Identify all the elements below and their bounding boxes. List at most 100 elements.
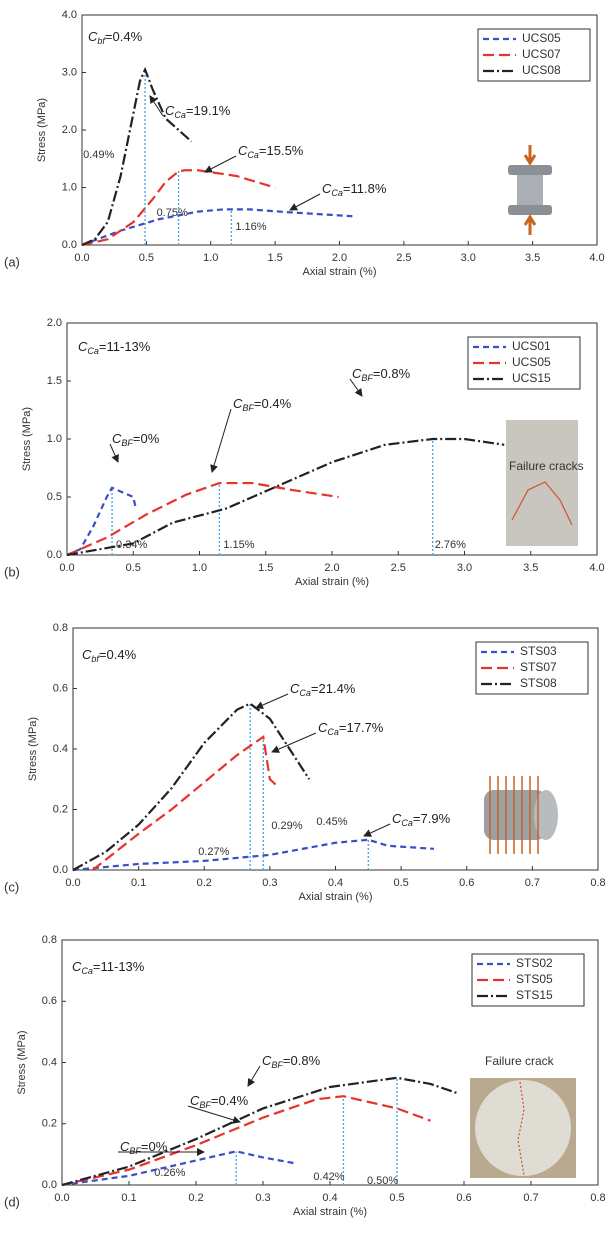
annotation-subscript: BF <box>361 373 373 383</box>
annotation-subscript: Ca <box>81 966 93 976</box>
annotation-text: =15.5% <box>259 143 304 158</box>
x-tick-label: 0.1 <box>131 877 146 889</box>
annotation-symbol: C <box>88 29 98 44</box>
x-tick-label: 0.7 <box>523 1192 538 1204</box>
image-caption: Failure crack <box>485 1054 555 1068</box>
y-axis-label: Stress (MPa) <box>36 98 48 162</box>
legend-label: STS07 <box>520 660 557 674</box>
y-tick-label: 0.5 <box>47 491 62 503</box>
x-axis-label: Axial strain (%) <box>293 1206 367 1218</box>
legend-box <box>477 28 591 82</box>
panel-label: (a) <box>4 254 20 269</box>
y-tick-label: 2.0 <box>62 124 77 136</box>
annotation: CCa=11-13% <box>72 959 145 976</box>
annotation: CBF=0% <box>112 431 160 448</box>
annotation-text: =0.8% <box>373 366 411 381</box>
x-tick-label: 0.0 <box>59 562 74 574</box>
legend-label: STS05 <box>516 972 553 986</box>
annotation-symbol: C <box>233 396 243 411</box>
x-tick-label: 1.5 <box>267 252 282 264</box>
annotation-text: =19.1% <box>186 103 231 118</box>
x-tick-label: 1.0 <box>192 562 207 574</box>
legend-label: STS02 <box>516 956 553 970</box>
annotation-subscript: Ca <box>174 110 186 120</box>
annotation-subscript: Ca <box>327 727 339 737</box>
annotation-subscript: Ca <box>331 188 343 198</box>
specimen <box>508 205 552 215</box>
x-tick-label: 2.5 <box>396 252 411 264</box>
y-tick-label: 1.0 <box>47 433 62 445</box>
x-tick-label: 0.2 <box>188 1192 203 1204</box>
x-tick-label: 0.6 <box>456 1192 471 1204</box>
y-tick-label: 0.8 <box>53 622 68 634</box>
annotation-arrow <box>289 193 321 211</box>
annotation-subscript: Ca <box>299 688 311 698</box>
annotation-text: =0% <box>141 1139 168 1154</box>
peak-label: 0.27% <box>198 846 229 858</box>
series-line <box>61 1095 431 1187</box>
x-tick-label: 1.5 <box>258 562 273 574</box>
series-line <box>61 1150 297 1187</box>
annotation-symbol: C <box>120 1139 130 1154</box>
annotation-text: =21.4% <box>311 681 356 696</box>
annotation-symbol: C <box>392 811 402 826</box>
x-tick-label: 0.0 <box>54 1192 69 1204</box>
y-tick-label: 0.6 <box>42 995 57 1007</box>
annotation: CCa=19.1% <box>165 103 231 120</box>
peak-label: 0.49% <box>83 149 114 161</box>
y-tick-label: 0.2 <box>42 1118 57 1130</box>
x-tick-label: 2.5 <box>391 562 406 574</box>
legend-label: UCS15 <box>512 371 551 385</box>
y-tick-label: 0.0 <box>42 1179 57 1191</box>
x-tick-label: 2.0 <box>332 252 347 264</box>
legend-label: UCS01 <box>512 339 551 353</box>
x-tick-label: 0.4 <box>328 877 343 889</box>
peak-label: 0.34% <box>116 539 147 551</box>
annotation-subscript: Ca <box>247 150 259 160</box>
legend-label: STS15 <box>516 988 553 1002</box>
annotation: CCa=11-13% <box>78 339 151 356</box>
load-arrow <box>523 145 537 166</box>
annotation-symbol: C <box>238 143 248 158</box>
x-tick-label: 0.0 <box>65 877 80 889</box>
x-tick-label: 0.1 <box>121 1192 136 1204</box>
legend-label: UCS07 <box>522 47 561 61</box>
legend-box <box>475 641 589 695</box>
annotation-text: =11-13% <box>93 959 145 974</box>
annotation-subscript: bf <box>97 36 106 46</box>
annotation: CCa=7.9% <box>392 811 451 828</box>
annotation-arrow <box>349 378 363 397</box>
annotation-symbol: C <box>290 681 300 696</box>
annotation: CCa=17.7% <box>318 720 384 737</box>
annotation-arrow <box>255 693 289 709</box>
series-line <box>66 481 339 557</box>
x-tick-label: 1.0 <box>203 252 218 264</box>
y-tick-label: 4.0 <box>62 9 77 21</box>
series-line <box>81 208 353 247</box>
annotation-subscript: BF <box>121 438 133 448</box>
annotation: Cbf=0.4% <box>88 29 143 46</box>
panel: 0.0 0.1 0.2 0.3 0.4 0.5 0.6 0.7 0.8 0.0 0.2 0.4 0.6 0… <box>4 934 606 1218</box>
x-tick-label: 4.0 <box>589 562 604 574</box>
annotation-arrow <box>109 443 119 463</box>
y-tick-label: 0.4 <box>53 743 68 755</box>
x-axis-label: Axial strain (%) <box>295 576 369 588</box>
y-tick-label: 0.4 <box>42 1056 57 1068</box>
panel: 0.0 0.5 1.0 1.5 2.0 2.5 3.0 3.5 4.0 0.0 1.0 2.0 3.0 4… <box>4 9 605 278</box>
x-tick-label: 4.0 <box>589 252 604 264</box>
annotation-symbol: C <box>352 366 362 381</box>
peak-label: 1.15% <box>223 539 254 551</box>
legend-label: STS03 <box>520 644 557 658</box>
annotation-symbol: C <box>190 1093 200 1108</box>
annotation-subscript: BF <box>271 1060 283 1070</box>
peak-label: 0.42% <box>313 1171 344 1183</box>
x-tick-label: 0.5 <box>126 562 141 574</box>
annotation-subscript: Ca <box>87 346 99 356</box>
y-tick-label: 0.0 <box>47 549 62 561</box>
annotation-symbol: C <box>322 181 332 196</box>
y-tick-label: 0.0 <box>62 239 77 251</box>
x-tick-label: 0.4 <box>322 1192 337 1204</box>
series-line <box>81 169 276 247</box>
y-axis-label: Stress (MPa) <box>27 717 39 781</box>
